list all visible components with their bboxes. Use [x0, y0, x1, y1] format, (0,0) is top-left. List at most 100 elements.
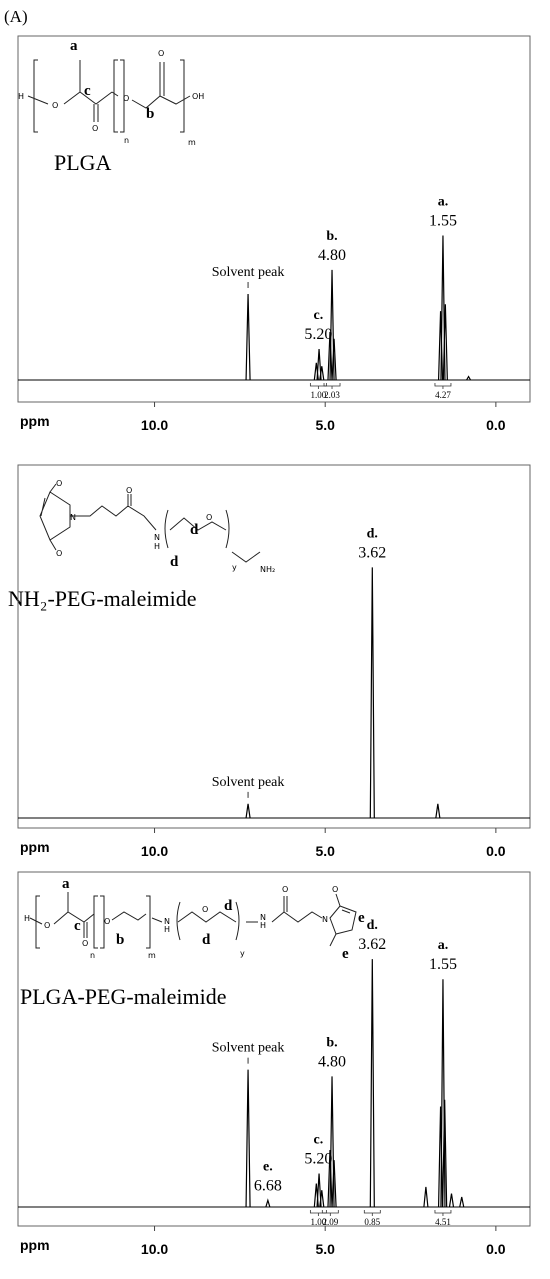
atom-label: O	[52, 101, 58, 110]
atom-label: y	[232, 563, 237, 572]
peak-shift: 1.55	[429, 956, 457, 973]
site-label: e	[358, 910, 365, 926]
x-tick-label: 10.0	[141, 1241, 168, 1257]
site-label: b	[146, 106, 154, 122]
integral-value: 4.51	[435, 1217, 451, 1227]
integral-bracket	[323, 383, 341, 389]
atom-label: O	[56, 479, 62, 488]
x-axis-label: ppm	[20, 413, 50, 429]
peak	[245, 803, 251, 819]
solvent-label: Solvent peak	[212, 265, 285, 280]
integral-value: 4.27	[435, 390, 451, 400]
peak	[369, 567, 375, 819]
peak	[437, 311, 444, 381]
integral-bracket	[309, 383, 327, 389]
peak-shift: 3.62	[358, 936, 386, 953]
peak-shift: 1.55	[429, 213, 457, 230]
site-label: a	[62, 876, 70, 892]
atom-label: OH	[192, 92, 204, 101]
compound-name: NH₂-PEG-maleimide	[8, 586, 197, 611]
peak	[442, 304, 448, 381]
plot-frame	[17, 35, 531, 403]
integral-bracket	[321, 1210, 339, 1216]
integral-bracket	[434, 383, 452, 389]
x-axis-label: ppm	[20, 839, 50, 855]
panel-label: (A)	[4, 7, 28, 26]
peak	[245, 293, 251, 381]
x-tick-label: 0.0	[486, 843, 506, 859]
atom-label: O	[82, 939, 88, 948]
integral-bracket	[309, 1210, 327, 1216]
x-tick-label: 5.0	[315, 417, 335, 433]
peak-shift: 5.20	[304, 326, 332, 343]
peak-letter: c.	[314, 308, 324, 323]
atom-label: O	[92, 124, 98, 133]
peak	[448, 1193, 455, 1208]
atom-label: y	[240, 949, 245, 958]
site-label: a	[70, 38, 78, 54]
peak	[331, 1160, 337, 1208]
atom-label: H	[24, 914, 30, 923]
site-label: d	[190, 522, 199, 538]
x-tick-label: 10.0	[141, 417, 168, 433]
atom-label: N	[322, 915, 328, 924]
peak	[319, 366, 325, 381]
atom-label: O	[332, 885, 338, 894]
peak	[331, 338, 337, 381]
peak	[369, 959, 375, 1208]
atom-label: O	[158, 49, 164, 58]
atom-label: O	[202, 905, 208, 914]
atom-label: H	[18, 92, 24, 101]
compound-name: PLGA-PEG-maleimide	[20, 984, 227, 1009]
peak	[437, 1106, 444, 1208]
atom-label: N	[164, 917, 170, 926]
atom-label: N	[70, 513, 76, 522]
peak	[319, 1190, 325, 1208]
x-tick-label: 0.0	[486, 1241, 506, 1257]
atom-label: O	[56, 549, 62, 558]
peak-letter: a.	[438, 938, 449, 953]
solvent-label: Solvent peak	[212, 1041, 285, 1056]
atom-label: n	[124, 136, 129, 145]
atom-label: O	[206, 513, 212, 522]
peak	[459, 1196, 465, 1208]
integral-bracket	[434, 1210, 452, 1216]
atom-label: O	[104, 917, 110, 926]
x-axis-label: ppm	[20, 1237, 50, 1253]
peak	[316, 349, 322, 381]
peak-shift: 4.80	[318, 1053, 346, 1070]
peak-letter: d.	[367, 918, 378, 933]
solvent-label: Solvent peak	[212, 775, 285, 790]
structure-plga: H O a c O O b O OH n m PLGA	[18, 38, 204, 175]
peak	[442, 1099, 448, 1208]
peak-letter: b.	[326, 229, 337, 244]
peak-letter: c.	[314, 1133, 324, 1148]
peak-letter: a.	[438, 195, 449, 210]
peak	[466, 375, 472, 381]
site-label: b	[116, 932, 124, 948]
x-tick-label: 5.0	[315, 843, 335, 859]
atom-label: n	[90, 951, 95, 960]
atom-label: N	[154, 533, 160, 542]
integral-value: 1.00	[310, 1217, 326, 1227]
atom-label: H	[260, 921, 266, 930]
x-tick-label: 10.0	[141, 843, 168, 859]
peak-letter: b.	[326, 1035, 337, 1050]
integral-bracket	[363, 1210, 381, 1216]
site-label: c	[84, 83, 91, 99]
peak-letter: d.	[367, 526, 378, 541]
site-label: d	[202, 932, 211, 948]
x-tick-label: 0.0	[486, 417, 506, 433]
peak-shift: 3.62	[358, 544, 386, 561]
peak-shift: 6.68	[254, 1177, 282, 1194]
site-label: c	[74, 918, 81, 934]
peak-shift: 5.20	[304, 1151, 332, 1168]
atom-label: NH₂	[260, 565, 275, 574]
integral-value: 0.85	[364, 1217, 380, 1227]
peak	[423, 1186, 429, 1208]
integral-value: 2.09	[322, 1217, 338, 1227]
atom-label: O	[282, 885, 288, 894]
peak	[316, 1173, 322, 1208]
peak	[265, 1198, 271, 1208]
